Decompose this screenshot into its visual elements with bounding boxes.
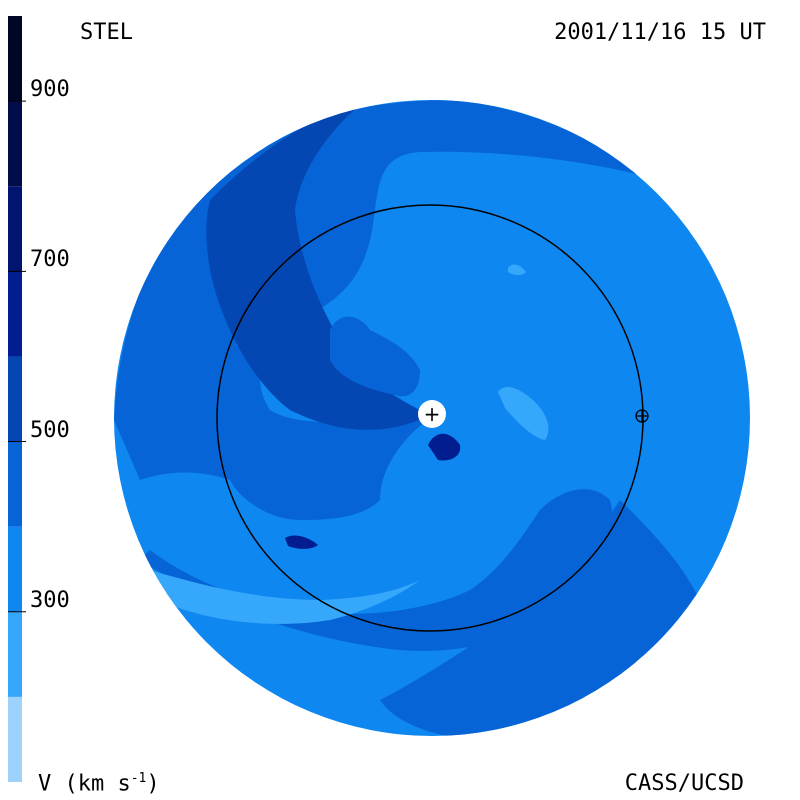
colorbar-tick-label: 900 xyxy=(30,77,70,103)
solar-wind-disk: + xyxy=(114,100,750,736)
contour-region-inner-pocket xyxy=(330,316,420,397)
colorbar-level-7 xyxy=(8,101,22,187)
colorbar-level-2 xyxy=(8,526,22,612)
earth-orbit-circle xyxy=(216,204,644,632)
contour-region-light-streak xyxy=(150,570,420,624)
contour-region-light-east xyxy=(498,387,549,440)
colorbar-level-0 xyxy=(8,696,22,782)
model-name: STEL xyxy=(80,20,133,45)
colorbar xyxy=(8,16,26,782)
colorbar-tick-label: 700 xyxy=(30,247,70,273)
contour-region-dark-arc xyxy=(206,105,430,430)
unit-exponent: -1 xyxy=(130,770,147,786)
colorbar-level-3 xyxy=(8,441,22,527)
credit-label: CASS/UCSD xyxy=(624,771,744,796)
contour-region-core-south xyxy=(428,433,461,461)
colorbar-level-4 xyxy=(8,356,22,442)
colorbar-tick-label: 500 xyxy=(30,417,70,443)
earth-marker-icon xyxy=(635,409,649,423)
colorbar-level-1 xyxy=(8,611,22,697)
sun-disk xyxy=(418,400,446,428)
timestamp: 2001/11/16 15 UT xyxy=(554,20,766,45)
contour-region-core-sw xyxy=(285,535,318,549)
colorbar-level-6 xyxy=(8,186,22,272)
unit-label-text: V (km s xyxy=(38,771,131,796)
colorbar-level-5 xyxy=(8,271,22,357)
colorbar-tick-label: 300 xyxy=(30,587,70,613)
unit-label-close: ) xyxy=(146,771,160,796)
colorbar-level-8 xyxy=(8,16,22,102)
contour-region-light-north xyxy=(508,264,526,275)
unit-label: V (km s-1) xyxy=(38,771,160,796)
sun-marker-symbol: + xyxy=(424,402,441,426)
